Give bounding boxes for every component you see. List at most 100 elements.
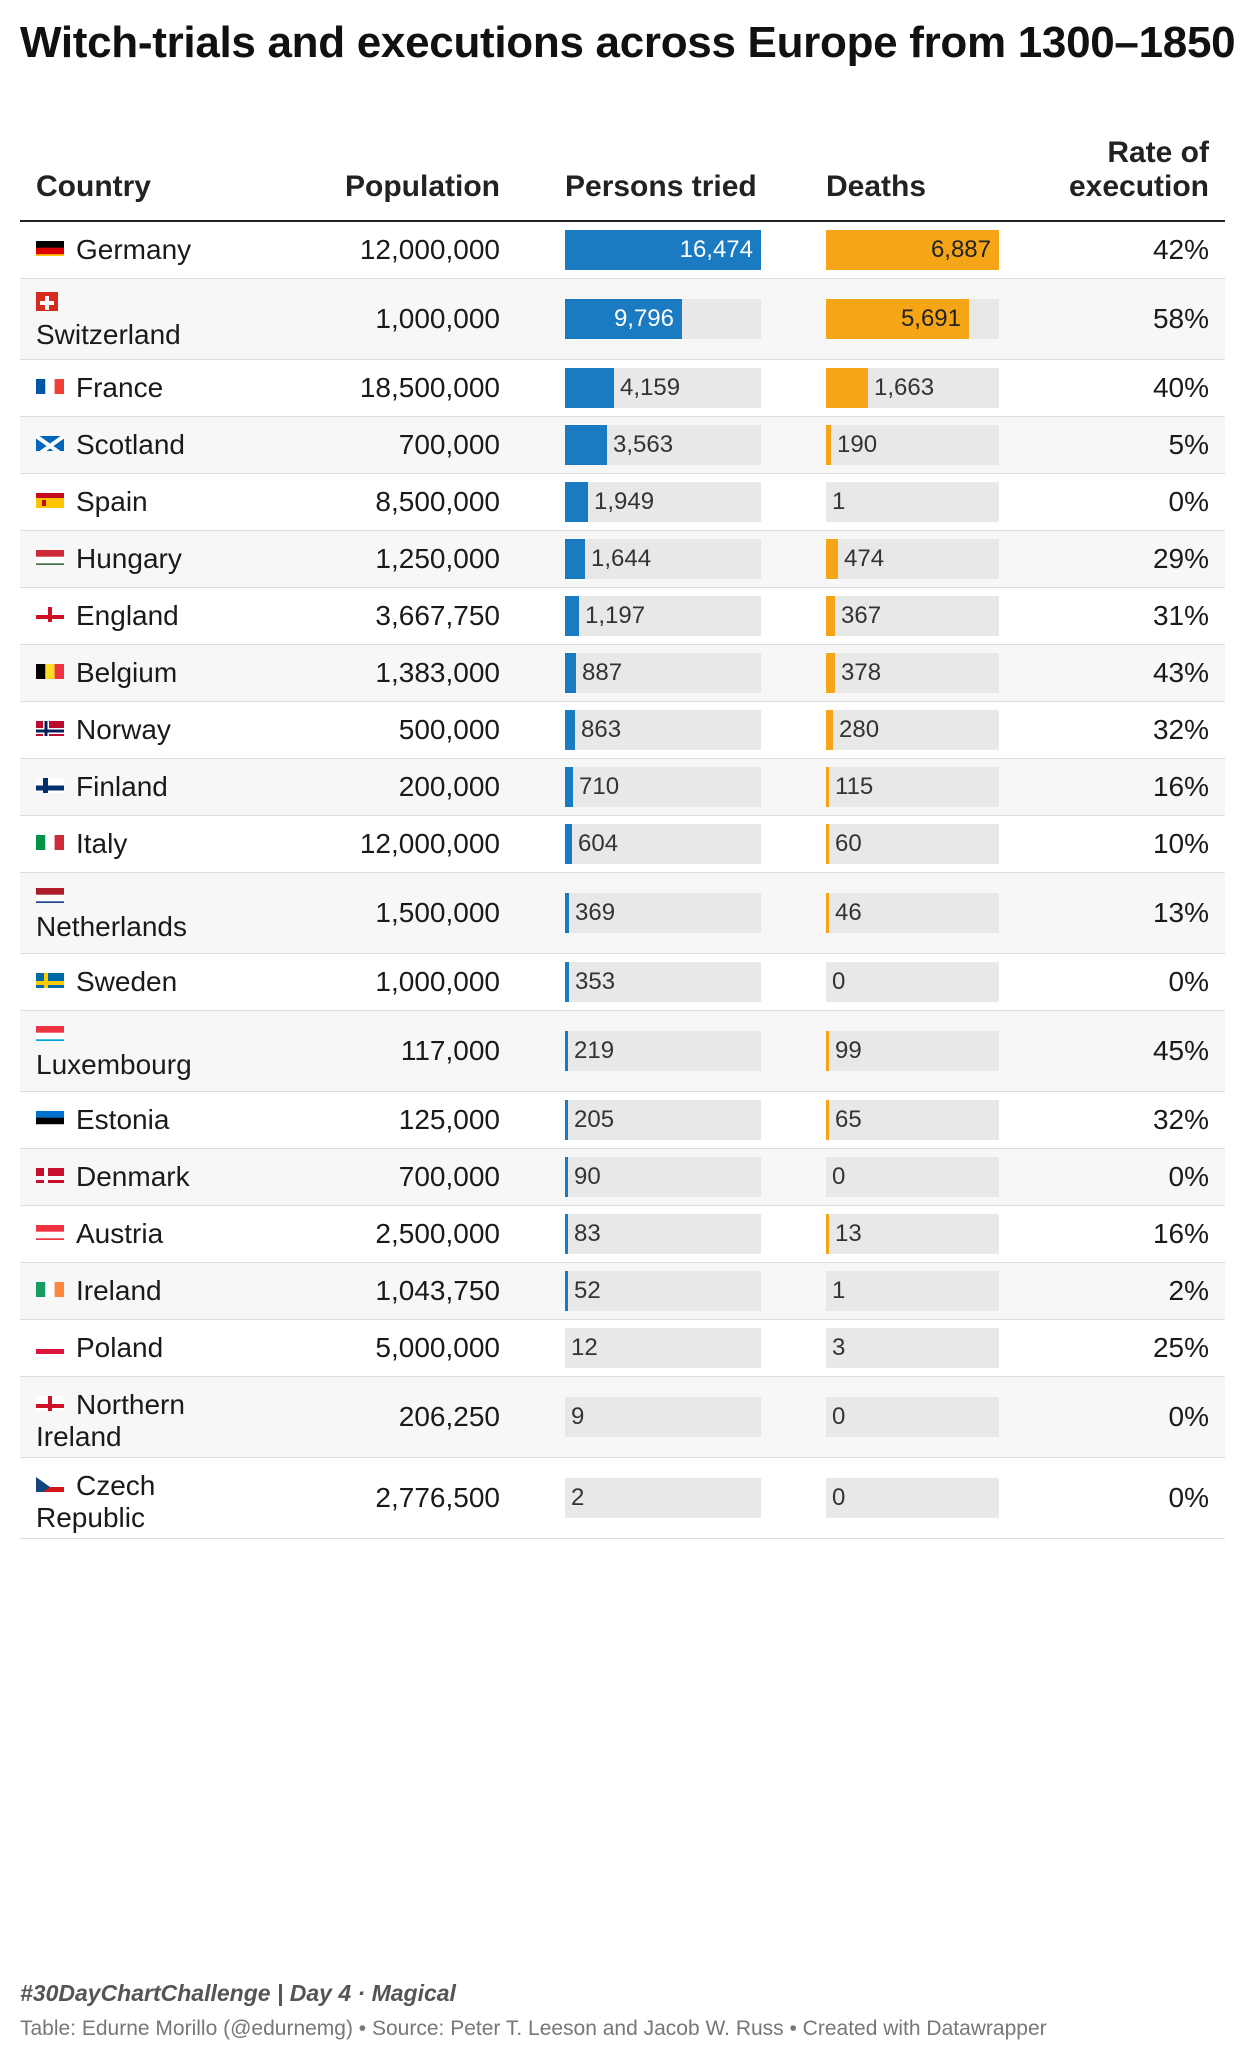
country-cell: Denmark [36,1161,256,1193]
tried-bar-track: 2 [565,1478,761,1518]
tried-value-label: 3,563 [613,431,674,458]
deaths-value-label: 60 [835,830,862,857]
deaths-value-label: 378 [841,659,882,686]
country-cell: Czech Republic [36,1470,256,1534]
tried-value-label: 4,159 [620,374,681,401]
tried-bar-track: 353 [565,962,761,1002]
deaths-value-label: 280 [839,716,880,743]
country-cell: Northern Ireland [36,1389,256,1453]
country-cell: France [36,372,256,404]
tried-bar [565,1271,568,1311]
country-name: Luxembourg [36,1049,192,1080]
rate-cell: 32% [1152,1104,1209,1135]
flag-finland-icon [36,773,64,793]
tried-bar-track: 52 [565,1271,761,1311]
table-row: Ireland 1,043,750 52 1 2% [20,1263,1225,1320]
rate-cell: 42% [1152,234,1209,265]
deaths-value-label: 190 [837,431,878,458]
deaths-value-label: 0 [832,1163,846,1190]
population-cell: 2,500,000 [375,1218,500,1249]
flag-germany-icon [36,236,64,256]
rate-cell: 31% [1152,600,1209,631]
tried-bar-track: 710 [565,767,761,807]
country-cell: Finland [36,771,256,803]
header-deaths[interactable]: Deaths [826,170,927,203]
country-cell: Netherlands [36,883,256,943]
header-population[interactable]: Population [345,170,500,203]
table-row: Luxembourg 117,000 219 99 45% [20,1011,1225,1092]
deaths-bar-track: 6,887 [826,230,999,270]
rate-cell: 25% [1152,1332,1209,1363]
deaths-bar-track: 115 [826,767,999,807]
tried-bar-track: 9,796 [565,299,761,339]
header-country[interactable]: Country [36,170,151,203]
country-name: Switzerland [36,319,181,350]
tried-bar-track: 3,563 [565,425,761,465]
flag-northern-ireland-icon [36,1391,64,1411]
rate-cell: 0% [1168,1482,1209,1513]
table-row: Estonia 125,000 205 65 32% [20,1092,1225,1149]
tried-bar-track: 863 [565,710,761,750]
country-name: Norway [76,714,171,745]
deaths-bar [826,1031,829,1071]
deaths-bar-track: 13 [826,1214,999,1254]
header-persons-tried[interactable]: Persons tried [565,170,757,203]
country-cell: Ireland [36,1275,256,1307]
tried-bar-track: 219 [565,1031,761,1071]
tried-bar-track: 369 [565,893,761,933]
tried-value-label: 353 [575,968,616,995]
tried-value-label: 16,474 [679,236,753,263]
country-name: Spain [76,486,148,517]
flag-italy-icon [36,830,64,850]
population-cell: 18,500,000 [359,372,500,403]
table-row: Czech Republic 2,776,500 2 0 0% [20,1458,1225,1539]
flag-norway-icon [36,716,64,736]
deaths-bar-track: 1 [826,1271,999,1311]
tried-value-label: 219 [574,1037,615,1064]
table-row: France 18,500,000 4,159 1,663 40% [20,360,1225,417]
country-name: Hungary [76,543,182,574]
rate-cell: 13% [1152,897,1209,928]
rate-cell: 43% [1152,657,1209,688]
table-row: Norway 500,000 863 280 32% [20,702,1225,759]
rate-cell: 16% [1152,1218,1209,1249]
footer-credit: Table: Edurne Morillo (@edurnemg) • Sour… [20,2017,1047,2040]
country-name: Poland [76,1332,164,1363]
table-row: Switzerland 1,000,000 9,796 5,691 58% [20,279,1225,360]
tried-bar [565,893,569,933]
flag-switzerland-icon [36,289,58,311]
flag-denmark-icon [36,1163,64,1183]
flag-hungary-icon [36,545,64,565]
deaths-value-label: 5,691 [900,305,961,332]
flag-england-icon [36,602,64,622]
deaths-bar [826,299,969,339]
tried-bar [565,425,607,465]
deaths-value-label: 1 [832,488,846,515]
population-cell: 200,000 [398,771,500,802]
table-row: Belgium 1,383,000 887 378 43% [20,645,1225,702]
deaths-bar-track: 3 [826,1328,999,1368]
country-name: Germany [76,234,192,265]
deaths-bar [826,425,831,465]
country-cell: England [36,600,256,632]
population-cell: 5,000,000 [375,1332,500,1363]
tried-value-label: 887 [582,659,623,686]
tried-value-label: 1,949 [594,488,655,515]
deaths-bar [826,893,829,933]
deaths-bar-track: 280 [826,710,999,750]
deaths-bar-track: 0 [826,962,999,1002]
deaths-value-label: 65 [835,1106,862,1133]
country-cell: Luxembourg [36,1021,256,1081]
population-cell: 700,000 [398,429,500,460]
population-cell: 1,043,750 [375,1275,500,1306]
chart-title: Witch-trials and executions across Europ… [20,18,1236,67]
header-rate-of-execution[interactable]: Rate of execution [1068,136,1209,203]
deaths-bar-track: 46 [826,893,999,933]
country-cell: Austria [36,1218,256,1250]
country-cell: Spain [36,486,256,518]
tried-bar-track: 1,949 [565,482,761,522]
deaths-bar [826,653,835,693]
tried-value-label: 1,644 [591,545,652,572]
tried-bar-track: 1,197 [565,596,761,636]
tried-bar-track: 9 [565,1397,761,1437]
